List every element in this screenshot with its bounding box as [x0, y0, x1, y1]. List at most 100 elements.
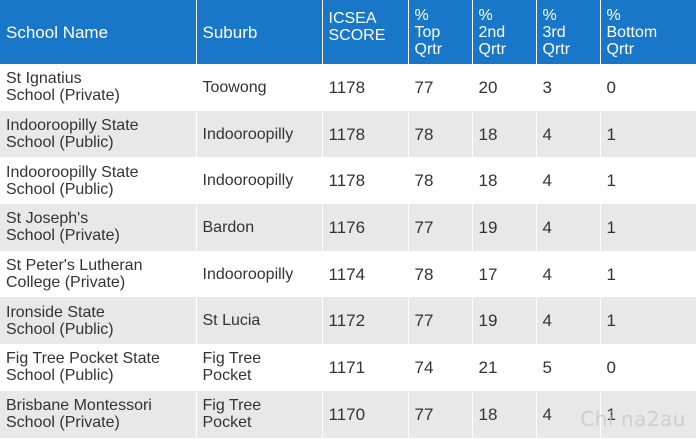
cell-third-quarter: 4 [536, 390, 601, 438]
cell-icsea-score: 1178 [322, 110, 409, 158]
cell-third-quarter: 4 [536, 157, 601, 205]
cell-icsea-score: 1170 [322, 390, 409, 438]
table-row: Indooroopilly State School (Public) Indoor… [0, 157, 696, 205]
cell-third-quarter: 4 [536, 110, 601, 158]
cell-icsea-score: 1176 [322, 204, 409, 251]
header-third-quarter: % 3rd Qrtr [536, 0, 601, 64]
suburb-line: Fig Tree [202, 397, 262, 415]
school-name-line: Indooroopilly State [6, 163, 139, 181]
school-name-line: School (Public) [6, 367, 114, 385]
header-top-quarter: % Top Qrtr [408, 0, 473, 64]
cell-school-name: Indooroopilly State School (Public) [0, 157, 197, 205]
school-name-line: College (Private) [6, 274, 126, 292]
cell-icsea-score: 1172 [322, 297, 409, 345]
suburb-line: Indooroopilly [202, 172, 294, 190]
cell-top-quarter: 78 [408, 157, 473, 205]
suburb-line: Pocket [202, 414, 252, 432]
cell-second-quarter: 21 [472, 344, 537, 391]
cell-suburb: Indooroopilly [196, 110, 323, 158]
cell-bottom-quarter: 0 [600, 64, 696, 111]
table-row: Ironside State School (Public) St Lucia 117… [0, 297, 696, 345]
cell-suburb: Indooroopilly [196, 250, 323, 298]
school-name-line: School (Private) [6, 414, 120, 432]
cell-top-quarter: 77 [408, 64, 473, 111]
cell-bottom-quarter: 1 [600, 250, 696, 298]
cell-second-quarter: 18 [472, 390, 537, 438]
cell-third-quarter: 4 [536, 204, 601, 251]
cell-top-quarter: 78 [408, 250, 473, 298]
header-suburb: Suburb [196, 0, 323, 64]
cell-second-quarter: 19 [472, 204, 537, 251]
cell-school-name: St Ignatius School (Private) [0, 64, 197, 111]
suburb-line: Indooroopilly [202, 125, 294, 143]
cell-icsea-score: 1174 [322, 250, 409, 298]
suburb-line: Toowong [202, 78, 267, 96]
school-name-line: School (Private) [6, 87, 120, 105]
cell-suburb: Fig Tree Pocket [196, 390, 323, 438]
header-second-quarter: % 2nd Qrtr [472, 0, 537, 64]
suburb-line: Fig Tree [202, 350, 262, 368]
suburb-line: Bardon [202, 218, 255, 236]
suburb-line: St Lucia [202, 312, 261, 330]
header-bottom-quarter: % Bottom Qrtr [600, 0, 696, 64]
cell-bottom-quarter: 1 [600, 157, 696, 205]
table-row: Fig Tree Pocket State School (Public) Fig … [0, 344, 696, 391]
table-row: Indooroopilly State School (Public) Indoor… [0, 110, 696, 158]
header-icsea-score: ICSEA SCORE [322, 0, 409, 64]
cell-top-quarter: 78 [408, 110, 473, 158]
cell-suburb: St Lucia [196, 297, 323, 345]
school-name-line: School (Public) [6, 320, 114, 338]
table-row: Brisbane Montessori School (Private) Fig T… [0, 390, 696, 438]
cell-second-quarter: 18 [472, 110, 537, 158]
school-name-line: School (Private) [6, 227, 120, 245]
cell-icsea-score: 1178 [322, 157, 409, 205]
cell-suburb: Bardon [196, 204, 323, 251]
cell-third-quarter: 4 [536, 250, 601, 298]
table-header: School Name Suburb ICSEA SCORE % Top Qrt… [0, 0, 696, 64]
school-name-line: School (Public) [6, 180, 114, 198]
cell-second-quarter: 17 [472, 250, 537, 298]
table-row: St Peter's Lutheran College (Private) Indo… [0, 250, 696, 298]
cell-top-quarter: 77 [408, 297, 473, 345]
suburb-line: Pocket [202, 367, 252, 385]
cell-second-quarter: 18 [472, 157, 537, 205]
school-name-line: Indooroopilly State [6, 117, 139, 135]
cell-top-quarter: 77 [408, 204, 473, 251]
cell-school-name: Indooroopilly State School (Public) [0, 110, 197, 158]
school-name-line: School (Public) [6, 134, 114, 152]
school-name-line: Brisbane Montessori [6, 397, 152, 415]
cell-bottom-quarter: 1 [600, 204, 696, 251]
cell-suburb: Fig Tree Pocket [196, 344, 323, 391]
table-row: St Joseph's School (Private) Bardon 1176 77 1… [0, 204, 696, 251]
table-row: St Ignatius School (Private) Toowong 1178 77… [0, 64, 696, 111]
school-name-line: Fig Tree Pocket State [6, 350, 160, 368]
cell-school-name: Fig Tree Pocket State School (Public) [0, 344, 197, 391]
cell-top-quarter: 77 [408, 390, 473, 438]
cell-icsea-score: 1171 [322, 344, 409, 391]
cell-third-quarter: 4 [536, 297, 601, 345]
cell-bottom-quarter: 0 [600, 344, 696, 391]
suburb-line: Indooroopilly [202, 265, 294, 283]
cell-school-name: Ironside State School (Public) [0, 297, 197, 345]
cell-second-quarter: 20 [472, 64, 537, 111]
school-name-line: Ironside State [6, 303, 105, 321]
watermark: Chi na2au [580, 407, 686, 431]
cell-top-quarter: 74 [408, 344, 473, 391]
header-school-name: School Name [0, 0, 197, 64]
cell-icsea-score: 1178 [322, 64, 409, 111]
table-body: St Ignatius School (Private) Toowong 1178 77… [0, 64, 696, 438]
school-name-line: St Joseph's [6, 210, 89, 228]
header-row: School Name Suburb ICSEA SCORE % Top Qrt… [0, 0, 696, 64]
cell-second-quarter: 19 [472, 297, 537, 345]
cell-school-name: Brisbane Montessori School (Private) [0, 390, 197, 438]
cell-suburb: Toowong [196, 64, 323, 111]
cell-school-name: St Peter's Lutheran College (Private) [0, 250, 197, 298]
school-name-line: St Ignatius [6, 70, 82, 88]
cell-third-quarter: 3 [536, 64, 601, 111]
cell-bottom-quarter: 1 [600, 390, 696, 438]
school-name-line: St Peter's Lutheran [6, 257, 143, 275]
cell-suburb: Indooroopilly [196, 157, 323, 205]
cell-bottom-quarter: 1 [600, 297, 696, 345]
